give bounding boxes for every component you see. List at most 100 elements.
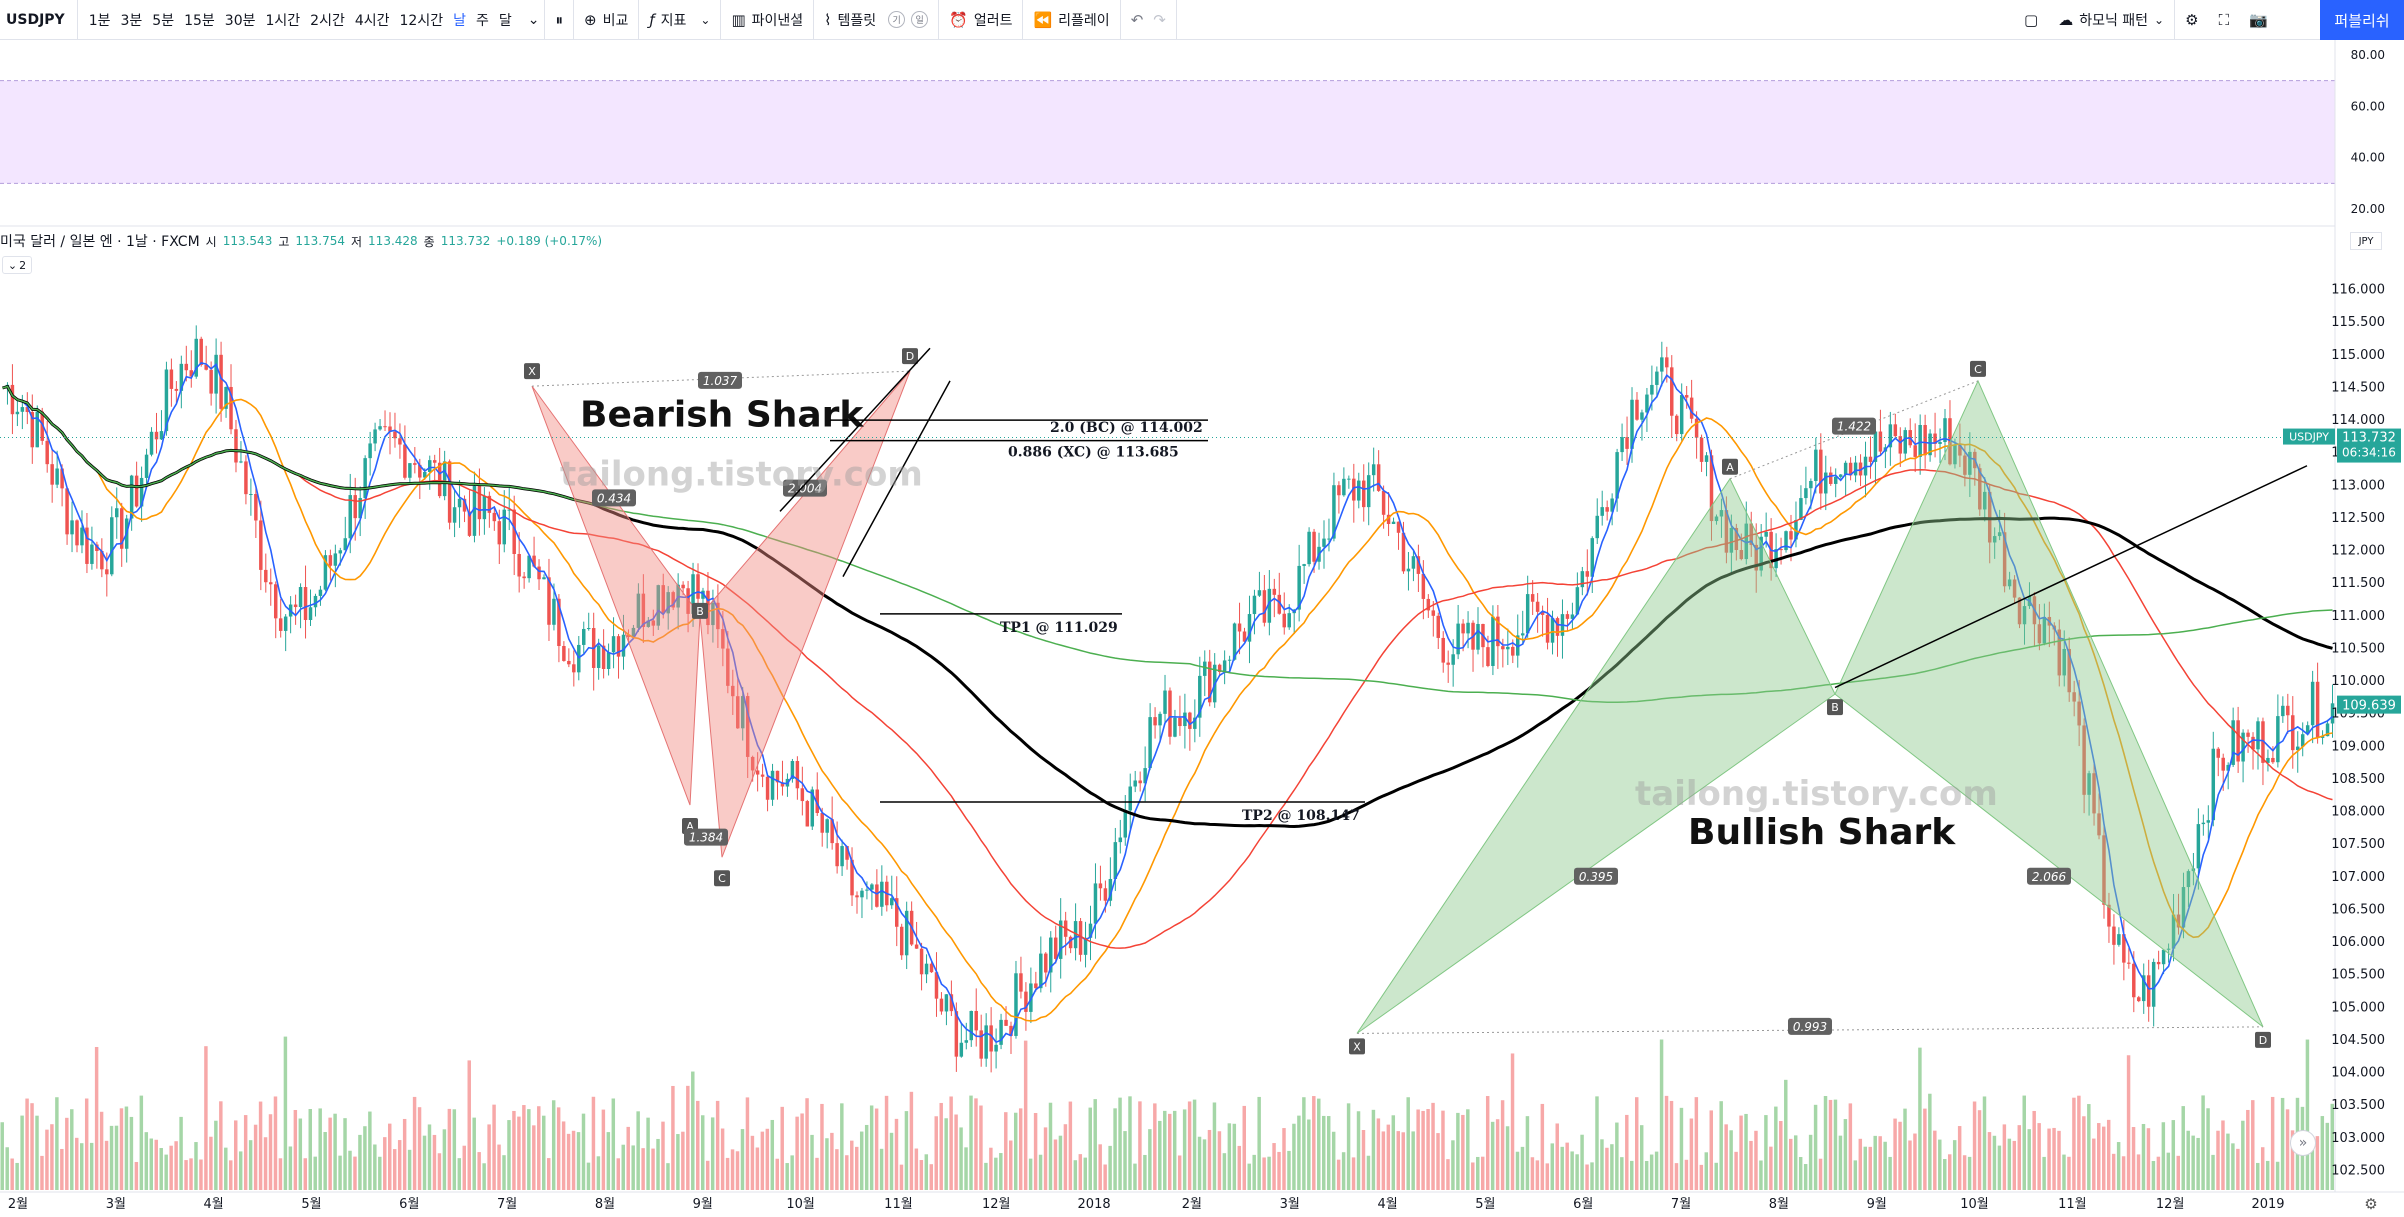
- currency-badge[interactable]: JPY: [2350, 232, 2382, 250]
- top-toolbar: USDJPY 1분 3분 5분 15분 30분 1시간 2시간 4시간 12시간 날 주 달 ⌄ ⏸ …: [0, 0, 2404, 40]
- interval-11[interactable]: 달: [498, 12, 512, 29]
- fullscreen-button[interactable]: ⛶: [2209, 0, 2240, 40]
- candle-body: [65, 488, 69, 535]
- symbol-search-button[interactable]: USDJPY: [6, 11, 65, 28]
- replay-label: 리플레이: [1058, 12, 1110, 29]
- templates-label: 템플릿: [837, 12, 877, 29]
- candle-body: [1024, 991, 1028, 1012]
- candle-body: [278, 618, 283, 631]
- undo-icon: ↶: [1130, 10, 1144, 29]
- candle-body: [1118, 837, 1123, 843]
- publish-button[interactable]: 퍼블리쉬: [2320, 0, 2404, 40]
- redo-button[interactable]: ↷: [1153, 0, 1176, 40]
- candle-body: [1933, 433, 1937, 444]
- candle-body: [586, 628, 591, 630]
- indicators-button[interactable]: ƒ 지표 ⌄: [639, 0, 720, 40]
- volume-bar: [1903, 1108, 1907, 1190]
- candle-body: [656, 585, 661, 626]
- volume-bar: [278, 1158, 283, 1190]
- candle-body: [686, 588, 690, 614]
- volume-bar: [1451, 1140, 1455, 1190]
- interval-3[interactable]: 15분: [184, 12, 215, 29]
- volume-bar: [1863, 1146, 1867, 1190]
- volume-bar: [1943, 1159, 1947, 1190]
- volume-bar: [2226, 1133, 2230, 1190]
- interval-10[interactable]: 주: [475, 12, 489, 29]
- undo-button[interactable]: ↶: [1121, 0, 1154, 40]
- volume-bar: [1341, 1152, 1346, 1190]
- chart-canvas[interactable]: X A B C D 1.037 0.434 1.384 2.004 Bearish Shark 2.…: [0, 40, 2404, 1217]
- volume-bar: [1525, 1116, 1530, 1190]
- price-tick-label: 103.500: [2331, 1098, 2385, 1113]
- interval-1[interactable]: 3분: [120, 12, 143, 29]
- templates-button[interactable]: ⌇ 템플릿 기 일: [814, 0, 938, 40]
- candle-body: [711, 602, 715, 626]
- interval-5[interactable]: 1시간: [265, 12, 301, 29]
- layout-name-button[interactable]: ☁ 하모닉 패턴 ⌄: [2048, 0, 2174, 40]
- price-tick-label: 102.500: [2331, 1163, 2385, 1178]
- candle-body: [1809, 480, 1813, 489]
- settings-button[interactable]: ⚙: [2175, 0, 2208, 40]
- candle-body: [189, 370, 194, 377]
- candle-body: [1252, 595, 1257, 615]
- volume-bar: [209, 1136, 213, 1190]
- toolbar-divider: [1175, 0, 1177, 40]
- volume-bar: [546, 1158, 551, 1190]
- candle-body: [681, 584, 685, 589]
- ratio-label: 2.066: [2032, 870, 2067, 884]
- volume-bar: [1490, 1121, 1495, 1190]
- candle-body: [254, 494, 258, 521]
- indicator-collapse-button[interactable]: ⌄ 2: [2, 256, 32, 274]
- scroll-to-realtime-button[interactable]: »: [2290, 1130, 2316, 1156]
- trend-channel-line: [779, 347, 931, 512]
- candle-body: [795, 760, 800, 789]
- interval-0[interactable]: 1분: [88, 12, 111, 29]
- time-tick-label: 5월: [301, 1197, 321, 1212]
- candle-body: [393, 431, 397, 439]
- volume-bar: [1744, 1113, 1748, 1190]
- toolbar-divider: [76, 0, 78, 40]
- volume-bar: [2111, 1153, 2116, 1190]
- candle-body: [428, 460, 432, 472]
- candle-body: [1923, 424, 1927, 456]
- candle-body: [1928, 433, 1932, 456]
- volume-bar: [561, 1121, 566, 1190]
- interval-8[interactable]: 12시간: [399, 12, 444, 29]
- bullish-ratio-xd: 0.993: [1788, 1017, 1832, 1035]
- candle-body: [2221, 757, 2225, 771]
- chevron-down-icon[interactable]: ⌄: [527, 11, 540, 28]
- pine-editor-button[interactable]: ▥ 파이낸셜: [721, 0, 813, 40]
- volume-bar: [745, 1097, 750, 1190]
- volume-bar: [134, 1161, 139, 1190]
- candle-body: [860, 890, 864, 898]
- volume-bar: [308, 1109, 312, 1190]
- layout-select-button[interactable]: ▢: [2014, 0, 2048, 40]
- volume-bar: [487, 1124, 491, 1190]
- volume-bar: [2206, 1108, 2210, 1190]
- interval-9[interactable]: 날: [453, 12, 466, 29]
- price-tick-label: 114.500: [2331, 380, 2385, 395]
- candle-body: [1530, 594, 1535, 602]
- time-tick-label: 2019: [2251, 1197, 2284, 1212]
- candle-body: [1555, 618, 1560, 636]
- candle-body: [1277, 594, 1282, 614]
- volume-bar: [1878, 1136, 1882, 1190]
- alert-button[interactable]: ⏰ 얼러트: [939, 0, 1022, 40]
- snapshot-button[interactable]: 📷: [2239, 0, 2278, 40]
- volume-bar: [1784, 1079, 1788, 1190]
- compare-button[interactable]: ⊕ 비교: [574, 0, 638, 40]
- interval-2[interactable]: 5분: [152, 12, 175, 29]
- interval-4[interactable]: 30분: [224, 12, 256, 29]
- candle-body: [1337, 485, 1341, 496]
- candle-body: [2022, 606, 2027, 625]
- chart-type-button[interactable]: ⏸: [545, 0, 573, 40]
- replay-button[interactable]: ⏪ 리플레이: [1023, 0, 1119, 40]
- interval-7[interactable]: 4시간: [354, 12, 390, 29]
- volume-bar: [1992, 1135, 1997, 1190]
- volume-bar: [1699, 1164, 1704, 1190]
- interval-6[interactable]: 2시간: [310, 12, 345, 29]
- volume-bar: [1187, 1101, 1192, 1190]
- volume-bar: [1982, 1096, 1987, 1190]
- volume-bar: [1028, 1158, 1033, 1190]
